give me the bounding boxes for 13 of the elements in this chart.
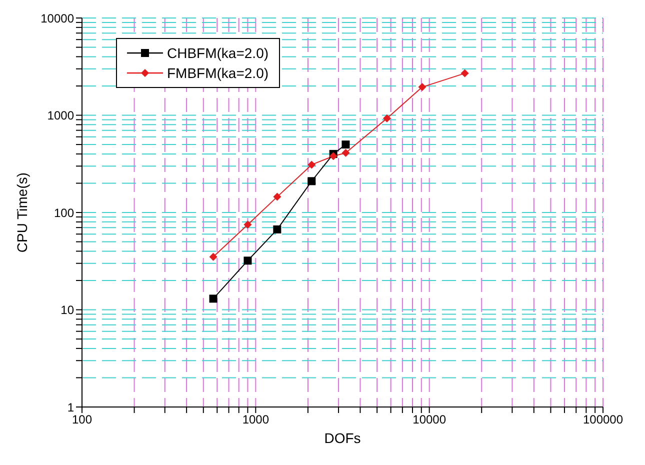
x-axis-title: DOFs: [324, 430, 361, 446]
y-axis-title: CPU Time(s): [14, 172, 30, 253]
x-tick-label: 100000: [582, 412, 624, 427]
x-tick-label: 1000: [242, 412, 270, 427]
legend-label: CHBFM(ka=2.0): [167, 44, 269, 63]
legend-label: FMBFM(ka=2.0): [167, 64, 269, 83]
y-tick-label: 10000: [40, 11, 74, 26]
y-tick-label: 1: [67, 400, 74, 414]
y-tick-label: 10: [60, 303, 74, 318]
x-tick-label: 10000: [412, 412, 446, 427]
y-tick-label: 1000: [47, 108, 74, 123]
y-tick-label: 100: [54, 206, 74, 220]
x-tick-label: 100: [72, 412, 92, 427]
